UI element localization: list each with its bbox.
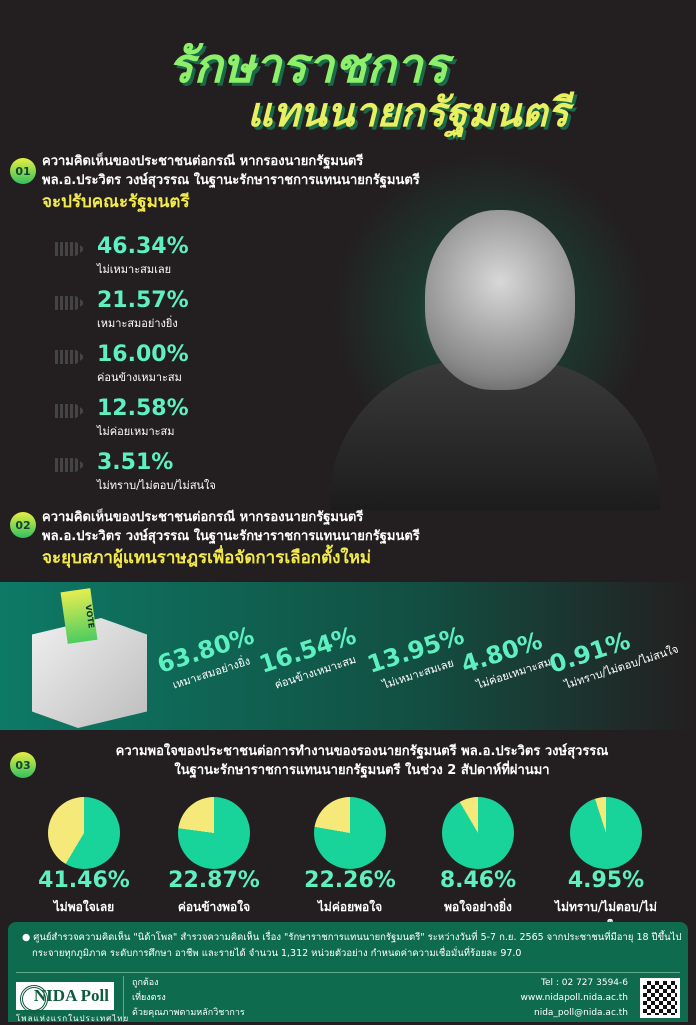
q1-percent: 3.51% xyxy=(97,450,174,475)
q3-line2: ในฐานะรักษาราชการแทนนายกรัฐมนตรี ในช่วง … xyxy=(174,763,550,778)
q1-label: เหมาะสมอย่างยิ่ง xyxy=(97,317,178,330)
q3-pie-chart xyxy=(570,797,642,869)
arrow-icon xyxy=(55,458,85,472)
footer-divider xyxy=(16,972,680,973)
q3-label: พอใจอย่างยิ่ง xyxy=(444,900,512,914)
q1-percent: 21.57% xyxy=(97,288,189,313)
survey-note: ● ศูนย์สำรวจความคิดเห็น "นิด้าโพล" สำรวจ… xyxy=(22,930,682,962)
q3-percent: 22.87% xyxy=(168,868,260,893)
q2-line1: ความคิดเห็นของประชาชนต่อกรณี หากรองนายกร… xyxy=(42,510,364,525)
q2-highlight: จะยุบสภาผู้แทนราษฎรเพื่อจัดการเลือกตั้งใ… xyxy=(42,548,372,568)
q3-line1: ความพอใจของประชาชนต่อการทำงานของรองนายกร… xyxy=(115,744,609,759)
phone: Tel : 02 727 3594-6 xyxy=(541,978,628,988)
title-line2: แทนนายกรัฐมนตรี xyxy=(247,90,569,136)
q1-percent: 46.34% xyxy=(97,234,189,259)
portrait-head xyxy=(425,210,575,390)
q3-percent: 22.26% xyxy=(304,868,396,893)
q1-number-badge: 01 xyxy=(10,158,36,184)
value-item: เที่ยงตรง xyxy=(132,993,166,1003)
q3-pie-chart xyxy=(314,797,386,869)
q3-pie-chart xyxy=(48,797,120,869)
nida-poll-logo: NIDA Poll xyxy=(16,982,114,1013)
note-line2: กระจายทุกภูมิภาค ระดับการศึกษา อาชีพ และ… xyxy=(32,948,522,959)
q1-line1: ความคิดเห็นของประชาชนต่อกรณี หากรองนายกร… xyxy=(42,154,364,169)
arrow-icon xyxy=(55,296,85,310)
q1-percent: 12.58% xyxy=(97,396,189,421)
q1-label: ไม่ค่อยเหมาะสม xyxy=(97,425,175,438)
q1-percent: 16.00% xyxy=(97,342,189,367)
q3-question: ความพอใจของประชาชนต่อการทำงานของรองนายกร… xyxy=(62,742,662,780)
q2-question: ความคิดเห็นของประชาชนต่อกรณี หากรองนายกร… xyxy=(42,508,420,570)
q2-line2: พล.อ.ประวิตร วงษ์สุวรรณ ในฐานะรักษาราชกา… xyxy=(42,529,420,544)
q2-number-badge: 02 xyxy=(10,512,36,538)
arrow-icon xyxy=(55,242,85,256)
arrow-icon xyxy=(55,404,85,418)
q3-pie-chart xyxy=(442,797,514,869)
q1-label: ค่อนข้างเหมาะสม xyxy=(97,371,182,384)
logo-tagline: โพลแห่งแรกในประเทศไทย xyxy=(16,1014,130,1023)
q3-percent: 8.46% xyxy=(439,868,517,893)
footer: ● ศูนย์สำรวจความคิดเห็น "นิด้าโพล" สำรวจ… xyxy=(8,922,688,1023)
q3-percent: 4.95% xyxy=(567,868,645,893)
value-item: ถูกต้อง xyxy=(132,978,159,988)
q3-percent: 41.46% xyxy=(38,868,130,893)
contact-info: Tel : 02 727 3594-6 www.nidapoll.nida.ac.… xyxy=(521,976,628,1021)
q3-label: ค่อนข้างพอใจ xyxy=(177,900,251,914)
q1-label: ไม่ทราบ/ไม่ตอบ/ไม่สนใจ xyxy=(97,479,216,492)
value-item: ด้วยคุณภาพตามหลักวิชาการ xyxy=(132,1008,245,1018)
q1-line2: พล.อ.ประวิตร วงษ์สุวรรณ ในฐานะรักษาราชกา… xyxy=(42,173,420,188)
q1-highlight: จะปรับคณะรัฐมนตรี xyxy=(42,192,190,212)
q1-question: ความคิดเห็นของประชาชนต่อกรณี หากรองนายกร… xyxy=(42,152,420,214)
note-line1: ● ศูนย์สำรวจความคิดเห็น "นิด้าโพล" สำรวจ… xyxy=(22,932,682,943)
arrow-icon xyxy=(55,350,85,364)
email-link[interactable]: nida_poll@nida.ac.th xyxy=(533,1008,628,1018)
values-list: ถูกต้องเที่ยงตรงด้วยคุณภาพตามหลักวิชาการ xyxy=(123,976,245,1022)
q1-label: ไม่เหมาะสมเลย xyxy=(97,263,172,276)
q3-label: ไม่พอใจเลย xyxy=(53,900,115,914)
website-link[interactable]: www.nidapoll.nida.ac.th xyxy=(520,993,628,1003)
title-line1: รักษาราชการ xyxy=(167,38,449,94)
q3-number-badge: 03 xyxy=(10,752,36,778)
q3-label: ไม่ค่อยพอใจ xyxy=(317,900,383,914)
q3-pie-chart xyxy=(178,797,250,869)
qr-code xyxy=(640,978,680,1018)
